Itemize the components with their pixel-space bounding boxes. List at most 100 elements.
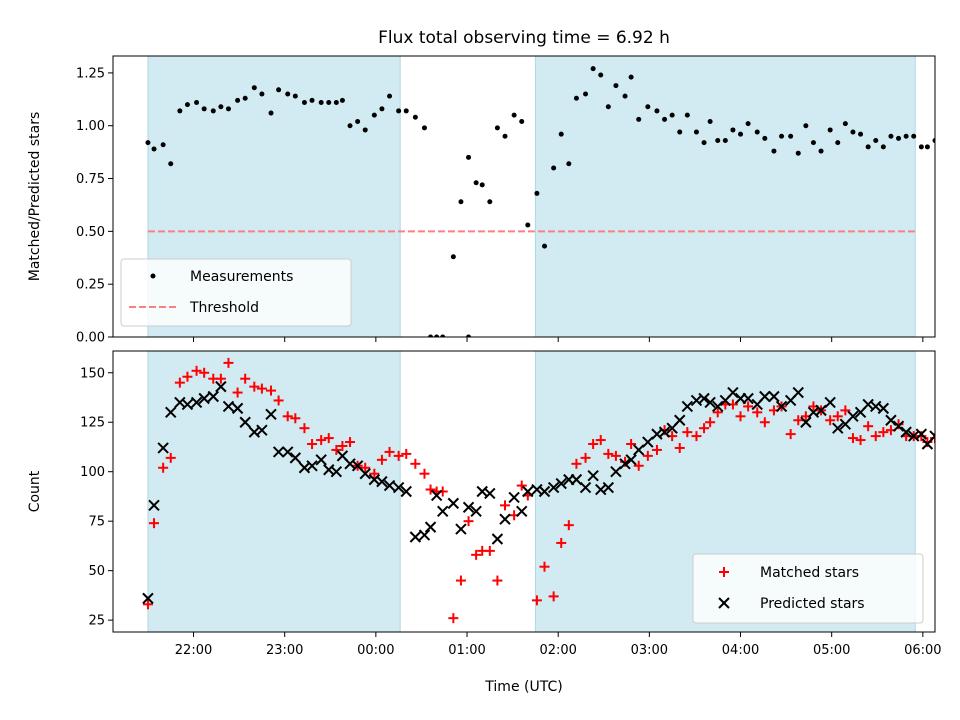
legend-measurements-label: Measurements <box>190 269 293 285</box>
predicted-point <box>824 396 836 409</box>
matched-point <box>165 452 176 463</box>
predicted-marker-b <box>424 521 437 533</box>
predicted-point <box>455 523 467 535</box>
predicted-marker-b <box>792 386 804 399</box>
predicted-marker-b <box>681 400 694 413</box>
predicted-marker-b <box>265 408 277 421</box>
measurement-point <box>779 133 785 139</box>
matched-point <box>425 484 436 495</box>
bottom-y-tick-label: 75 <box>88 515 105 530</box>
predicted-point <box>800 416 812 428</box>
predicted-point <box>555 477 567 490</box>
top-y-tick-label: 0.50 <box>76 225 105 240</box>
matched-point <box>642 450 653 461</box>
matched-point <box>410 458 421 469</box>
bottom-x-tick-label: 04:00 <box>722 643 759 658</box>
predicted-marker-b <box>190 396 203 409</box>
top-legend: Measurements Threshold <box>120 258 352 327</box>
measurement-point <box>701 140 707 146</box>
matched-point <box>870 431 881 442</box>
measurement-point <box>827 127 833 133</box>
measurement-point <box>924 144 930 150</box>
predicted-marker-b <box>272 446 285 458</box>
matched-point <box>484 545 495 556</box>
predicted-marker-b <box>610 466 622 478</box>
predicted-marker-b <box>619 458 631 470</box>
matched-point <box>256 383 267 394</box>
predicted-marker-a <box>938 429 948 439</box>
predicted-point <box>282 446 294 458</box>
legend-measurement-marker <box>150 273 156 279</box>
predicted-point <box>610 466 622 478</box>
predicted-point <box>727 386 739 399</box>
measurement-point <box>662 116 668 122</box>
measurement-point <box>865 144 871 150</box>
top-y-tick-label: 1.25 <box>76 66 105 81</box>
predicted-point <box>376 475 388 488</box>
matched-point <box>785 429 796 440</box>
predicted-marker-b <box>847 410 859 423</box>
measurement-point <box>677 129 683 135</box>
predicted-point <box>430 489 443 502</box>
measurement-point <box>276 87 282 93</box>
matched-point <box>369 468 380 479</box>
measurement-point <box>301 99 307 105</box>
matched-point <box>316 435 327 446</box>
predicted-point <box>681 400 694 413</box>
matched-point <box>580 452 591 463</box>
measurement-point <box>421 125 427 131</box>
matched-point <box>516 480 527 491</box>
predicted-point <box>437 505 449 517</box>
matched-point <box>674 442 685 453</box>
measurement-point <box>511 112 517 118</box>
measurement-point <box>473 180 479 186</box>
measurement-point <box>605 104 611 110</box>
predicted-point <box>938 429 948 439</box>
legend-box <box>692 553 924 624</box>
predicted-point <box>579 481 592 494</box>
predicted-point <box>418 529 431 541</box>
predicted-point <box>633 444 645 456</box>
matched-point <box>840 405 851 416</box>
bottom-x-tick-label: 03:00 <box>631 643 668 658</box>
predicted-marker-b <box>383 479 396 492</box>
predicted-point <box>447 497 460 510</box>
predicted-marker-b <box>727 386 739 399</box>
matched-point <box>331 444 342 455</box>
matched-point <box>945 439 955 449</box>
measurement-point <box>903 133 909 139</box>
matched-point <box>752 407 763 418</box>
matched-point <box>393 450 404 461</box>
predicted-point <box>256 424 268 436</box>
matched-point <box>595 435 606 446</box>
measurement-point <box>613 83 619 89</box>
predicted-point <box>768 390 780 403</box>
predicted-point <box>698 392 710 405</box>
measurement-point <box>194 99 200 105</box>
measurement-point <box>434 334 440 337</box>
predicted-marker-b <box>181 398 194 411</box>
predicted-point <box>945 431 955 441</box>
measurement-point <box>428 334 434 337</box>
measurement-point <box>466 154 472 160</box>
measurement-point <box>880 144 886 150</box>
predicted-marker-b <box>579 481 592 494</box>
matched-point <box>626 439 637 450</box>
measurement-point <box>379 106 385 112</box>
predicted-point <box>508 491 520 504</box>
measurement-point <box>858 131 864 137</box>
predicted-marker-b <box>522 485 534 498</box>
measurement-point <box>362 127 368 133</box>
predicted-point <box>157 442 169 454</box>
predicted-point <box>231 402 244 415</box>
measurement-point <box>745 121 751 127</box>
measurement-point <box>771 148 777 154</box>
top-shaded-span <box>534 55 916 338</box>
predicted-marker-b <box>587 469 599 482</box>
measurement-point <box>259 91 265 97</box>
top-y-tick-label: 0.00 <box>76 331 105 346</box>
matched-point <box>825 415 836 426</box>
measurement-point <box>654 108 660 114</box>
predicted-point <box>198 392 210 405</box>
predicted-point <box>383 479 396 492</box>
